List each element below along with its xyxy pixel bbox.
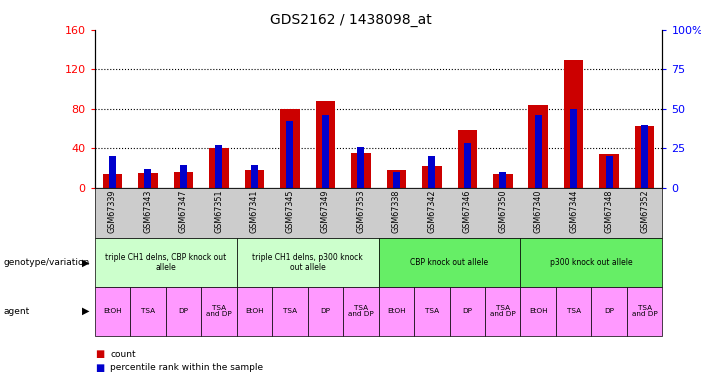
Text: GSM67353: GSM67353 [356,189,365,233]
Text: TSA
and DP: TSA and DP [490,305,516,318]
Bar [529,105,548,188]
Bar [499,172,506,188]
Text: GSM67341: GSM67341 [250,189,259,233]
Text: TSA: TSA [566,308,581,314]
Text: GSM67346: GSM67346 [463,189,472,233]
Bar [570,109,578,188]
Text: TSA: TSA [283,308,297,314]
Text: CBP knock out allele: CBP knock out allele [411,258,489,267]
Text: GSM67340: GSM67340 [533,189,543,233]
Bar [564,60,583,188]
Bar [174,172,193,188]
Text: GSM67351: GSM67351 [215,189,224,233]
Bar [386,170,406,188]
Text: TSA: TSA [141,308,155,314]
Text: GDS2162 / 1438098_at: GDS2162 / 1438098_at [270,13,431,27]
Bar [280,109,299,188]
Text: count: count [110,350,136,359]
Bar [209,148,229,188]
Text: GSM67347: GSM67347 [179,189,188,233]
Text: triple CH1 delns, CBP knock out
allele: triple CH1 delns, CBP knock out allele [105,253,226,272]
Bar [102,174,122,188]
Text: percentile rank within the sample: percentile rank within the sample [110,363,263,372]
Text: GSM67343: GSM67343 [144,189,152,233]
Text: EtOH: EtOH [529,308,547,314]
Text: GSM67349: GSM67349 [321,189,329,233]
Text: GSM67338: GSM67338 [392,189,401,233]
Bar [215,145,222,188]
Text: ▶: ▶ [82,306,89,316]
Text: DP: DP [604,308,614,314]
Text: GSM67352: GSM67352 [640,189,649,233]
Bar [464,143,471,188]
Text: GSM67339: GSM67339 [108,189,117,233]
Text: ■: ■ [95,350,104,359]
Bar [351,153,371,188]
Bar [179,165,187,188]
Bar [599,154,619,188]
Text: DP: DP [320,308,330,314]
Text: agent: agent [4,307,29,316]
Text: triple CH1 delns, p300 knock
out allele: triple CH1 delns, p300 knock out allele [252,253,363,272]
Text: EtOH: EtOH [245,308,264,314]
Text: DP: DP [462,308,472,314]
Bar [422,166,442,188]
Bar [245,170,264,188]
Text: EtOH: EtOH [387,308,406,314]
Bar [493,174,512,188]
Text: p300 knock out allele: p300 knock out allele [550,258,633,267]
Text: EtOH: EtOH [103,308,122,314]
Bar [458,130,477,188]
Bar [322,115,329,188]
Text: ▶: ▶ [82,258,89,267]
Bar [635,126,655,188]
Text: TSA
and DP: TSA and DP [206,305,232,318]
Bar [641,124,648,188]
Text: GSM67342: GSM67342 [428,189,436,233]
Text: TSA
and DP: TSA and DP [348,305,374,318]
Bar [393,172,400,188]
Text: TSA: TSA [425,308,439,314]
Text: GSM67350: GSM67350 [498,189,508,233]
Text: GSM67348: GSM67348 [605,189,613,233]
Text: GSM67344: GSM67344 [569,189,578,233]
Bar [358,147,365,188]
Bar [138,173,158,188]
Text: genotype/variation: genotype/variation [4,258,90,267]
Text: ■: ■ [95,363,104,372]
Bar [251,165,258,188]
Text: TSA
and DP: TSA and DP [632,305,658,318]
Text: DP: DP [178,308,189,314]
Bar [286,122,293,188]
Bar [606,156,613,188]
Bar [109,156,116,188]
Text: GSM67345: GSM67345 [285,189,294,233]
Bar [535,115,542,188]
Bar [428,156,435,188]
Bar [315,101,335,188]
Bar [144,169,151,188]
